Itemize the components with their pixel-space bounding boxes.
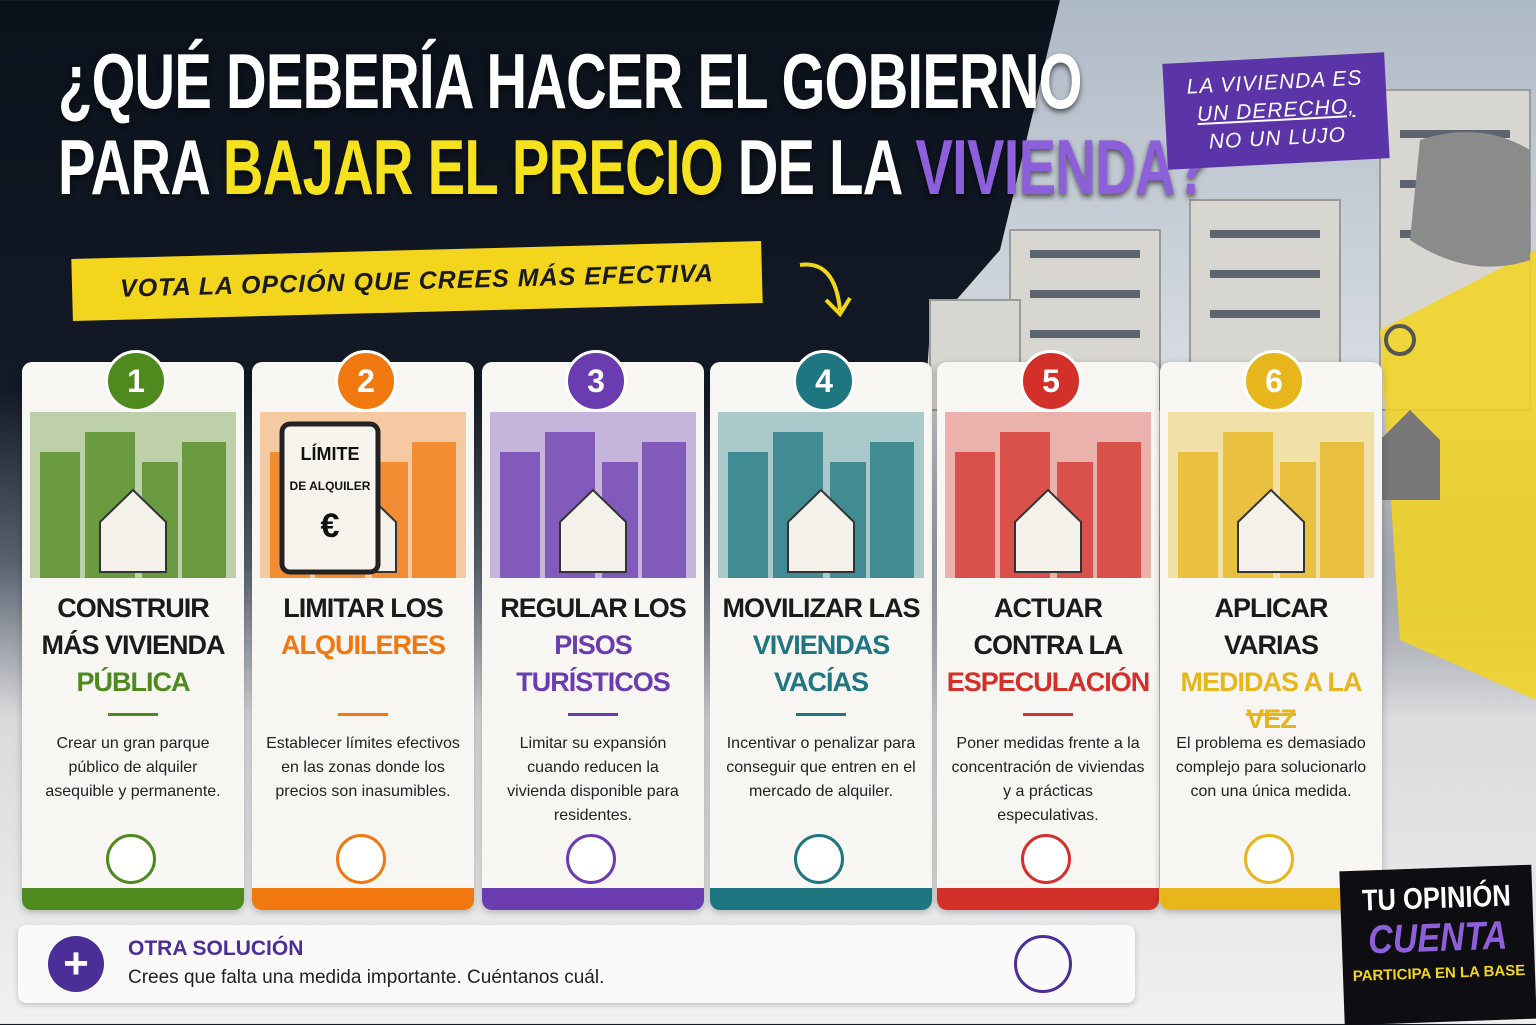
building [1178, 452, 1218, 578]
title-line: ¿QUÉ DEBERÍA HACER EL GOBIERNO [58, 37, 1082, 125]
title-text: MOVILIZAR LAS [722, 593, 921, 623]
building [1320, 442, 1364, 578]
divider [1023, 713, 1073, 716]
divider [1246, 713, 1296, 716]
title-highlight: VIVIENDAS VACÍAS [752, 630, 891, 697]
footer-highlight: CUENTA [1367, 913, 1509, 963]
title-text: APLICAR VARIAS [1214, 593, 1329, 660]
option-number: 2 [335, 350, 397, 412]
radio-button[interactable] [794, 834, 844, 884]
building [1097, 442, 1141, 578]
option-description: Establecer límites efectivos en las zona… [266, 735, 460, 800]
option-card: 4 MOVILIZAR LAS VIVIENDAS VACÍAS Incentivar… [710, 350, 932, 910]
brush-stroke [1160, 888, 1382, 910]
option-description: Poner medidas frente a la concentración … [951, 735, 1145, 824]
house [99, 488, 167, 573]
brush-stroke [937, 888, 1159, 910]
title-highlight: ALQUILERES [280, 630, 446, 660]
title: ¿QUÉ DEBERÍA HACER EL GOBIERNO PARA BAJA… [58, 37, 1209, 211]
brush-stroke [22, 888, 244, 910]
illustration: LÍMITE DE ALQUILER € [260, 412, 466, 578]
illustration [945, 412, 1151, 578]
illustration-text: DE ALQUILER [290, 479, 371, 493]
radio-button[interactable] [336, 834, 386, 884]
divider [568, 713, 618, 716]
building [870, 442, 914, 578]
illustration-text: € [321, 507, 340, 545]
title-part: PARA [58, 123, 209, 211]
option-description: Crear un gran parque público de alquiler… [45, 735, 221, 800]
radio-button[interactable] [1014, 935, 1072, 993]
title-text: ACTUAR CONTRA LA [973, 593, 1124, 660]
brush-stroke [482, 888, 704, 910]
footer-line: PARTICIPA EN LA BASE [1352, 961, 1526, 985]
option-description: Incentivar o penalizar para conseguir qu… [726, 735, 916, 800]
option-title: LIMITAR LOS ALQUILERES [258, 590, 468, 664]
footer-badge: TU OPINIÓN CUENTA PARTICIPA EN LA BASE [1339, 864, 1536, 1025]
illustration [30, 412, 236, 578]
house [559, 488, 627, 573]
option-title: CONSTRUIR MÁS VIVIENDA PÚBLICA [28, 590, 238, 701]
divider [338, 713, 388, 716]
option-number: 5 [1020, 350, 1082, 412]
option-number: 4 [793, 350, 855, 412]
plus-icon: + [48, 936, 104, 992]
title-highlight: VIVIENDA? [915, 123, 1209, 211]
option-title: MOVILIZAR LAS VIVIENDAS VACÍAS [716, 590, 926, 701]
house [1014, 488, 1082, 573]
other-option[interactable]: + OTRA SOLUCIÓN Crees que falta una medi… [18, 925, 1135, 1003]
option-card: 1 CONSTRUIR MÁS VIVIENDA PÚBLICA Crear un g… [22, 350, 244, 910]
title-text: LIMITAR LOS [283, 593, 443, 623]
building [642, 442, 686, 578]
building [728, 452, 768, 578]
option-card: 6 APLICAR VARIAS MEDIDAS A LA VEZ El proble… [1160, 350, 1382, 910]
house [1237, 488, 1305, 573]
radio-button[interactable] [566, 834, 616, 884]
option-card: 2 LÍMITE DE ALQUILER € LIMITAR LOS ALQUILERES… [252, 350, 474, 910]
illustration [1168, 412, 1374, 578]
divider [796, 713, 846, 716]
divider [108, 713, 158, 716]
illustration [718, 412, 924, 578]
title-highlight: PISOS TURÍSTICOS [516, 630, 671, 697]
option-card: 3 REGULAR LOS PISOS TURÍSTICOS Limitar su e… [482, 350, 704, 910]
title-highlight: PÚBLICA [76, 667, 191, 697]
radio-button[interactable] [106, 834, 156, 884]
radio-button[interactable] [1021, 834, 1071, 884]
title-line: PARA BAJAR EL PRECIO DE LA VIVIENDA? [58, 123, 1209, 211]
house [787, 488, 855, 573]
brush-stroke [252, 888, 474, 910]
other-title: OTRA SOLUCIÓN [128, 937, 304, 960]
illustration-text: LÍMITE [301, 443, 360, 464]
title-highlight: ESPECULACIÓN [946, 667, 1151, 697]
other-description: Crees que falta una medida importante. C… [128, 967, 605, 988]
option-description: El problema es demasiado complejo para s… [1175, 735, 1367, 800]
footer-line: TU OPINIÓN [1361, 879, 1512, 918]
title-highlight: MEDIDAS A LA VEZ [1180, 667, 1363, 734]
option-title: ACTUAR CONTRA LA ESPECULACIÓN [943, 590, 1153, 701]
radio-button[interactable] [1244, 834, 1294, 884]
brush-stroke [710, 888, 932, 910]
option-title: REGULAR LOS PISOS TURÍSTICOS [488, 590, 698, 701]
option-description: Limitar su expansión cuando reducen la v… [507, 735, 679, 824]
title-part: DE LA [737, 123, 902, 211]
clipboard [279, 421, 381, 575]
building [40, 452, 80, 578]
building [955, 452, 995, 578]
option-number: 1 [105, 350, 167, 412]
option-number: 6 [1243, 350, 1305, 412]
slogan-badge: LA VIVIENDA ES UN DERECHO, NO UN LUJO [1162, 52, 1390, 170]
illustration [490, 412, 696, 578]
option-number: 3 [565, 350, 627, 412]
building [412, 442, 456, 578]
title-highlight: BAJAR EL PRECIO [222, 123, 724, 211]
building [182, 442, 226, 578]
option-card: 5 ACTUAR CONTRA LA ESPECULACIÓN Poner medid… [937, 350, 1159, 910]
title-text: REGULAR LOS [500, 593, 687, 623]
title-text: CONSTRUIR MÁS VIVIENDA [41, 593, 225, 660]
option-title: APLICAR VARIAS MEDIDAS A LA VEZ [1166, 590, 1376, 738]
building [500, 452, 540, 578]
